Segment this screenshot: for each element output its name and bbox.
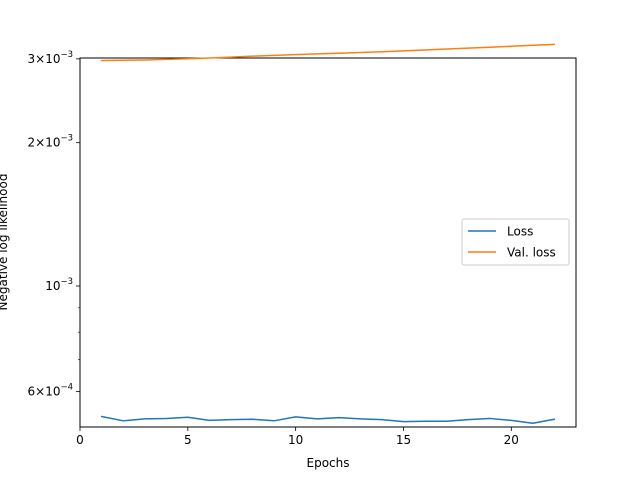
x-tick-label: 20	[504, 433, 519, 447]
y-tick-label: 6×10−4	[28, 383, 74, 399]
series-line-val-loss	[100, 43, 556, 62]
legend-label-val-loss: Val. loss	[507, 246, 556, 260]
legend: Loss Val. loss	[461, 218, 570, 266]
series-line-loss	[100, 415, 556, 424]
x-tick-label: 15	[396, 433, 411, 447]
legend-label-loss: Loss	[507, 225, 533, 239]
x-axis-label: Epochs	[307, 456, 350, 470]
y-tick-label: 3×10−3	[28, 50, 74, 66]
x-axis-ticks: 0 5 10 15 20	[76, 427, 519, 447]
series-layer	[100, 43, 556, 424]
x-tick-label: 10	[288, 433, 303, 447]
y-tick-label: 10−3	[45, 277, 73, 293]
y-axis-ticks: 6×10−4 10−3 2×10−3 3×10−3	[28, 50, 80, 399]
x-tick-label: 5	[184, 433, 192, 447]
y-tick-label: 2×10−3	[28, 134, 74, 150]
y-axis-label: Negative log likelihood	[0, 174, 10, 311]
x-tick-label: 0	[76, 433, 84, 447]
